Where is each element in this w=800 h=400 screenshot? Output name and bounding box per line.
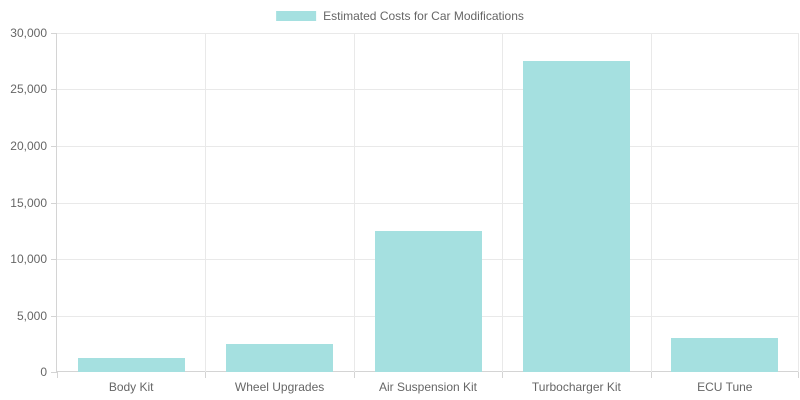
bar-ecu-tune[interactable] <box>671 338 778 372</box>
v-gridline <box>798 33 799 372</box>
y-tick-label: 25,000 <box>10 82 47 96</box>
y-tick-label: 0 <box>40 365 47 379</box>
v-gridline <box>502 33 503 372</box>
x-tick-mark <box>205 372 206 378</box>
y-tick-mark <box>51 146 57 147</box>
y-tick-mark <box>51 316 57 317</box>
h-gridline <box>57 203 799 204</box>
bar-turbocharger-kit[interactable] <box>523 61 630 372</box>
v-gridline <box>205 33 206 372</box>
x-tick-mark <box>798 372 799 378</box>
y-tick-label: 20,000 <box>10 139 47 153</box>
x-tick-label: ECU Tune <box>697 380 753 394</box>
v-gridline <box>651 33 652 372</box>
y-tick-mark <box>51 259 57 260</box>
x-tick-mark <box>354 372 355 378</box>
y-tick-mark <box>51 89 57 90</box>
bar-body-kit[interactable] <box>78 358 185 372</box>
x-tick-mark <box>651 372 652 378</box>
bar-wheel-upgrades[interactable] <box>226 344 333 372</box>
h-gridline <box>57 33 799 34</box>
plot-area <box>57 33 799 372</box>
y-tick-label: 10,000 <box>10 252 47 266</box>
h-gridline <box>57 146 799 147</box>
v-gridline <box>354 33 355 372</box>
legend-swatch-icon <box>276 11 317 21</box>
h-gridline <box>57 89 799 90</box>
x-tick-label: Air Suspension Kit <box>378 380 478 394</box>
x-tick-label: Body Kit <box>108 380 154 394</box>
y-tick-mark <box>51 372 57 373</box>
x-tick-mark <box>57 372 58 378</box>
y-tick-label: 15,000 <box>10 196 47 210</box>
y-tick-mark <box>51 203 57 204</box>
y-tick-label: 30,000 <box>10 26 47 40</box>
y-axis-line <box>56 33 57 372</box>
y-tick-mark <box>51 33 57 34</box>
bar-air-suspension-kit[interactable] <box>375 231 482 372</box>
chart-legend[interactable]: Estimated Costs for Car Modifications <box>276 10 524 22</box>
legend-label: Estimated Costs for Car Modifications <box>323 9 524 23</box>
x-tick-label: Wheel Upgrades <box>234 380 325 394</box>
x-tick-mark <box>502 372 503 378</box>
x-tick-label: Turbocharger Kit <box>531 380 621 394</box>
y-tick-label: 5,000 <box>16 309 47 323</box>
